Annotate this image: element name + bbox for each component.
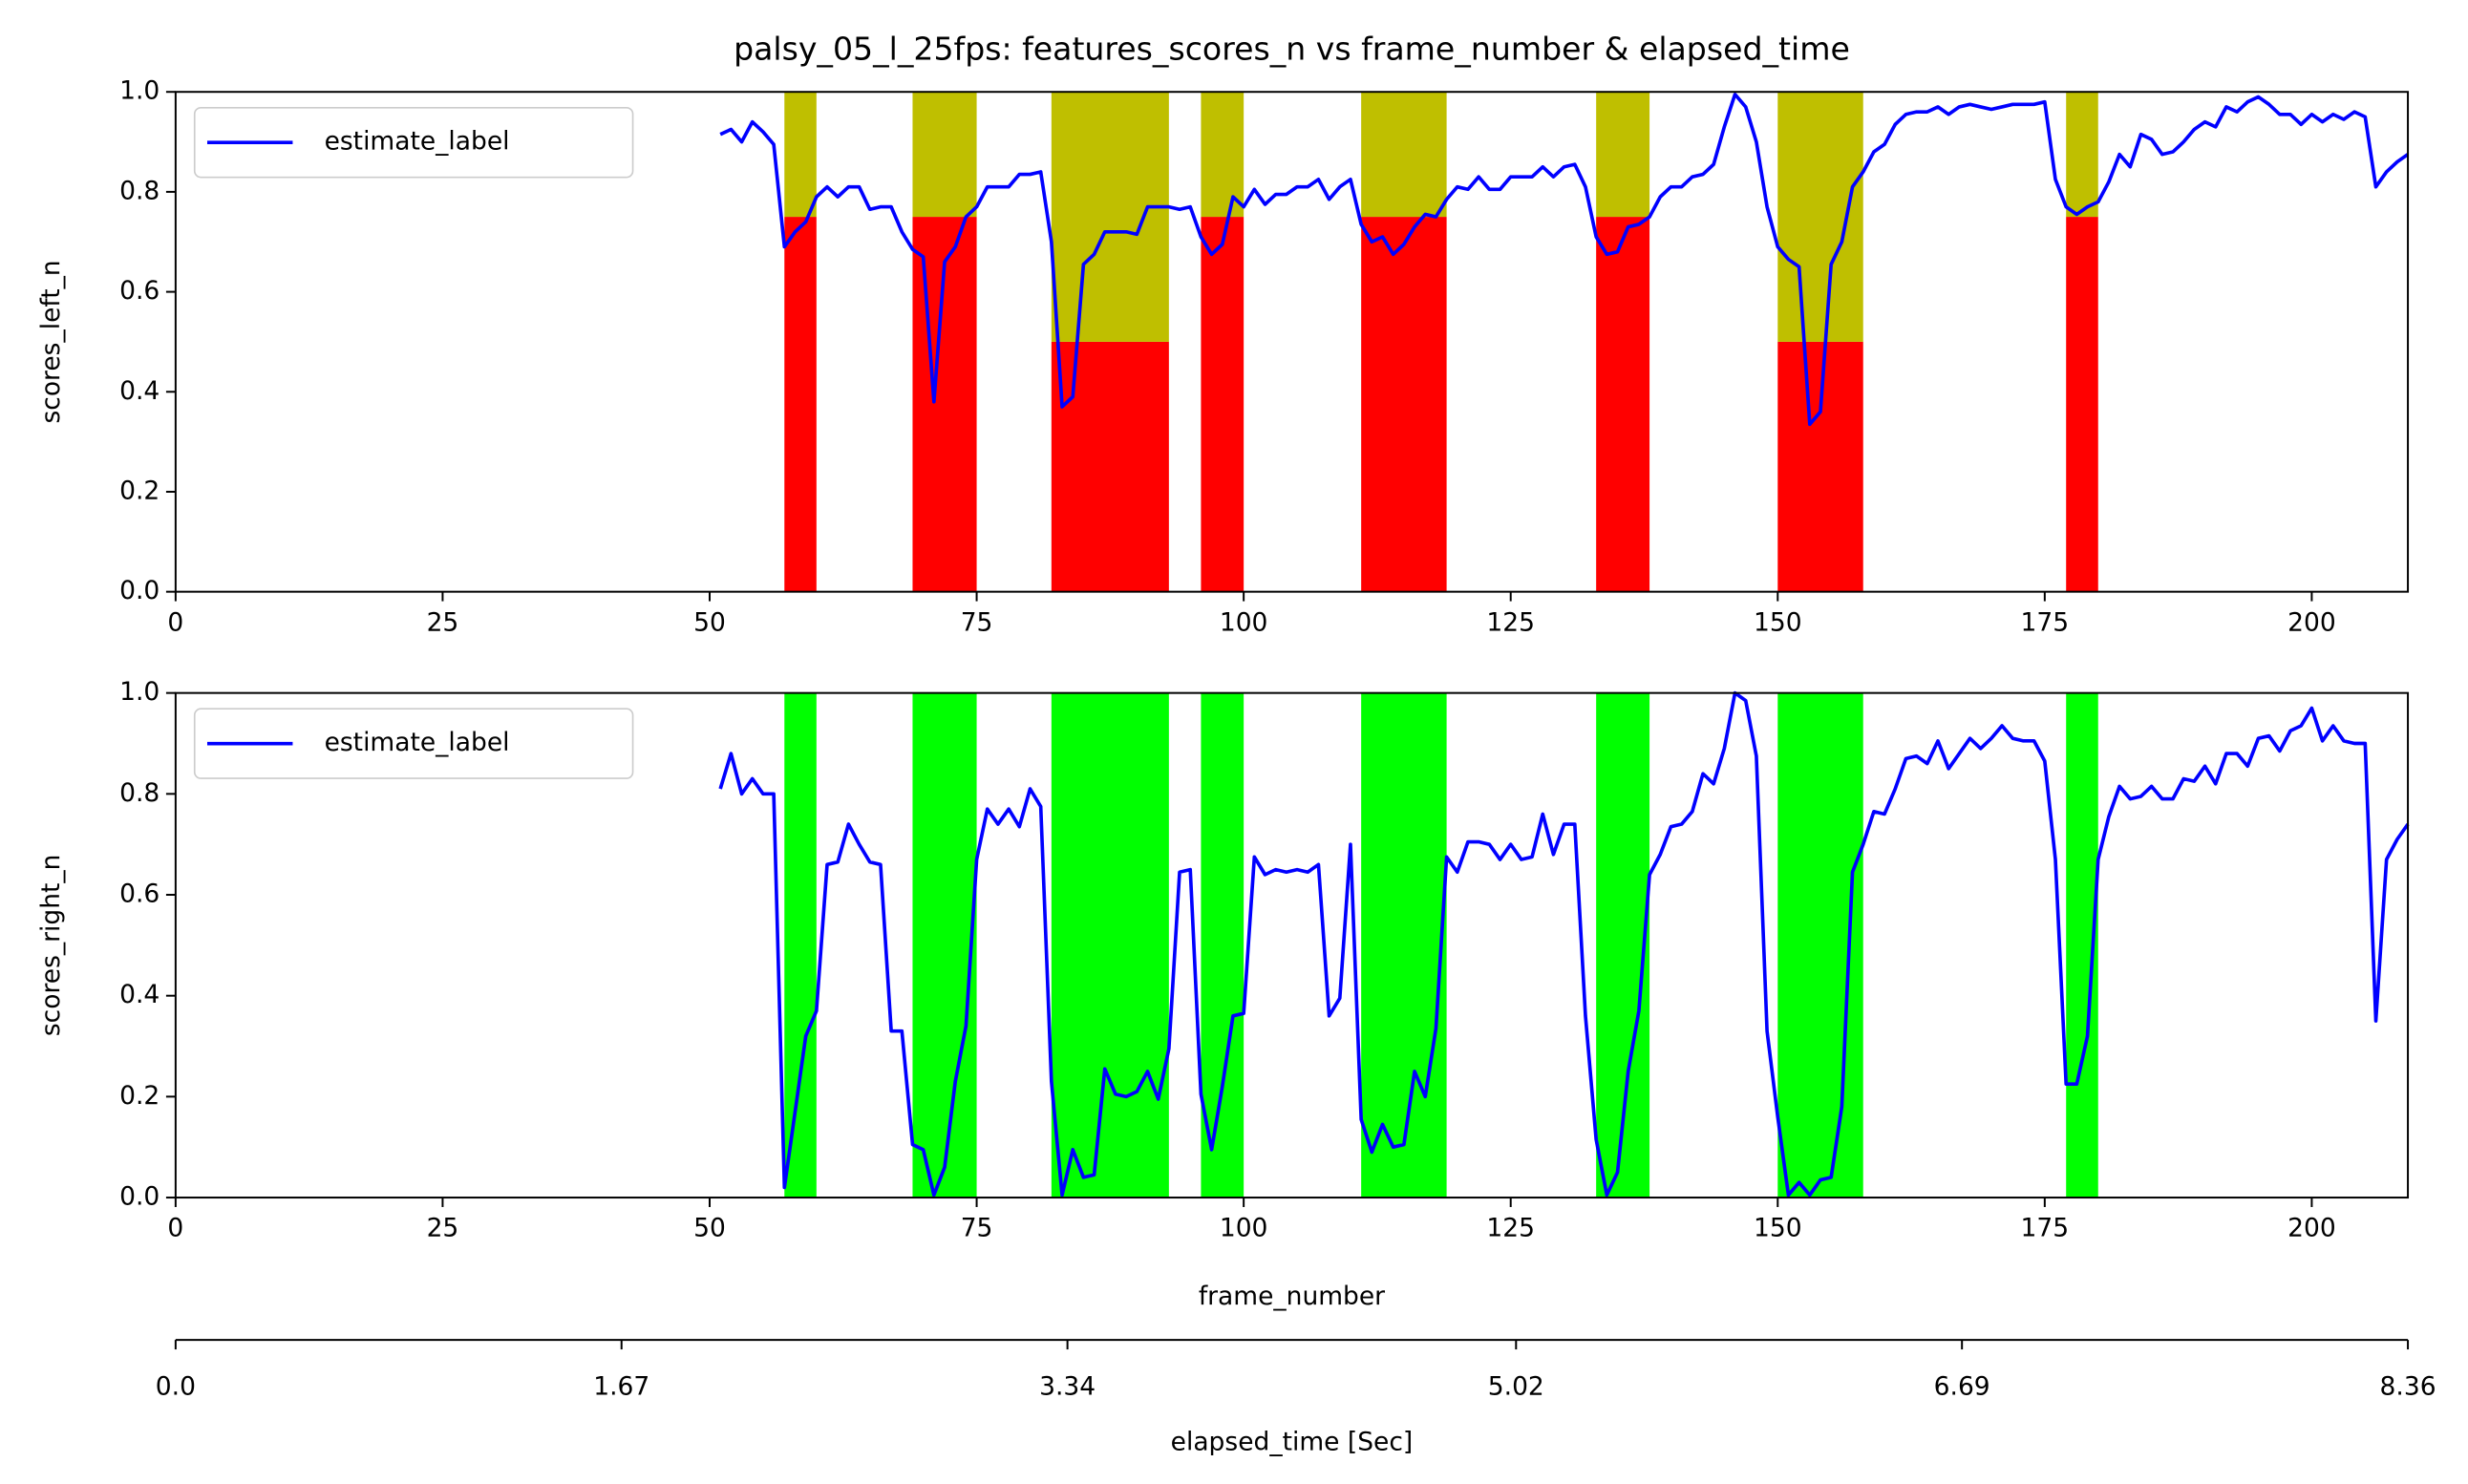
band — [2066, 92, 2098, 218]
secondary-x-tick-label: 3.34 — [1039, 1371, 1096, 1401]
y-tick-label: 0.4 — [119, 980, 160, 1009]
band — [1051, 92, 1169, 342]
y-tick-label: 0.2 — [119, 476, 160, 505]
band — [2066, 217, 2098, 592]
band — [784, 92, 817, 218]
y-tick-label: 0.6 — [119, 276, 160, 306]
x-tick-label: 75 — [961, 607, 993, 637]
x-tick-label: 125 — [1486, 607, 1535, 637]
x-tick-label: 175 — [2021, 607, 2070, 637]
y-tick-label: 0.4 — [119, 376, 160, 406]
y-tick-label: 0.8 — [119, 176, 160, 205]
legend-box — [193, 106, 634, 179]
band — [1201, 92, 1245, 218]
x-tick-label: 25 — [427, 1214, 459, 1243]
x-tick-label: 75 — [961, 1214, 993, 1243]
y-tick-label: 0.0 — [119, 1182, 160, 1212]
y-tick-label: 0.0 — [119, 576, 160, 605]
y-tick-label: 1.0 — [119, 677, 160, 707]
axes-frame — [174, 91, 2410, 593]
y-axis-label: scores_right_n — [36, 855, 66, 1037]
data-line — [718, 690, 2410, 1198]
band — [1361, 217, 1447, 592]
x-tick-label: 100 — [1220, 1214, 1268, 1243]
secondary-x-tick-label: 8.36 — [2380, 1371, 2436, 1401]
band — [912, 92, 977, 218]
x-tick-label: 150 — [1754, 607, 1802, 637]
band — [1596, 217, 1650, 592]
band — [1201, 692, 1245, 1198]
y-tick-label: 1.0 — [119, 76, 160, 106]
band — [1361, 692, 1447, 1198]
x-tick-label: 100 — [1220, 607, 1268, 637]
band — [1051, 692, 1169, 1198]
x-tick-label: 50 — [693, 607, 726, 637]
secondary-x-tick-label: 6.69 — [1934, 1371, 1990, 1401]
secondary-x-tick-label: 5.02 — [1488, 1371, 1544, 1401]
x-tick-label: 150 — [1754, 1214, 1802, 1243]
band — [1361, 92, 1447, 218]
x-tick-label: 175 — [2021, 1214, 2070, 1243]
x-tick-label: 0 — [167, 1214, 183, 1243]
band — [912, 692, 977, 1198]
x-axis-label: frame_number — [1199, 1282, 1385, 1311]
band — [784, 692, 817, 1198]
band — [1777, 341, 1863, 592]
band — [1201, 217, 1245, 592]
band — [784, 217, 817, 592]
axes-frame — [174, 691, 2410, 1199]
y-tick-label: 0.2 — [119, 1081, 160, 1111]
legend-box — [193, 708, 634, 779]
y-axis-label: scores_left_n — [36, 260, 66, 423]
secondary-x-axis-label: elapsed_time [Sec] — [1171, 1427, 1414, 1456]
secondary-x-tick-label: 1.67 — [593, 1371, 649, 1401]
x-tick-label: 200 — [2287, 607, 2336, 637]
band — [1596, 92, 1650, 218]
band — [1051, 341, 1169, 592]
x-tick-label: 50 — [693, 1214, 726, 1243]
legend-label: estimate_label — [325, 127, 510, 157]
y-tick-label: 0.8 — [119, 778, 160, 808]
chart-title: palsy_05_l_25fps: features_scores_n vs f… — [734, 31, 1850, 68]
legend-label: estimate_label — [325, 728, 510, 757]
x-tick-label: 200 — [2287, 1214, 2336, 1243]
secondary-x-tick-label: 0.0 — [156, 1371, 196, 1401]
x-tick-label: 125 — [1486, 1214, 1535, 1243]
x-tick-label: 25 — [427, 607, 459, 637]
band — [1777, 92, 1863, 342]
data-line — [719, 93, 2410, 427]
x-tick-label: 0 — [167, 607, 183, 637]
y-tick-label: 0.6 — [119, 880, 160, 909]
